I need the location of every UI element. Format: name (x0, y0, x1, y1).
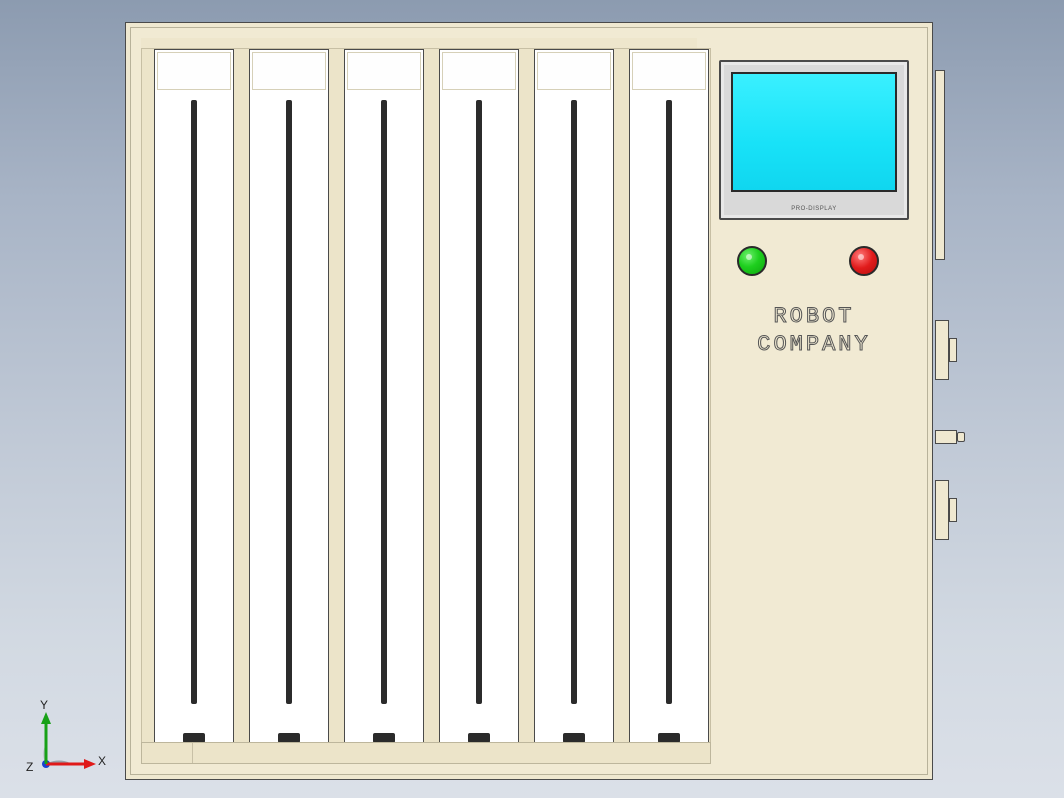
side-knob (935, 430, 957, 444)
side-tab-1 (949, 338, 957, 362)
green-button[interactable] (737, 246, 767, 276)
axis-y-label: Y (40, 698, 48, 712)
slat-top (442, 52, 516, 90)
axis-x-label: X (98, 754, 106, 768)
side-rail (935, 70, 945, 260)
company-label: ROBOT COMPANY (719, 303, 909, 358)
side-bracket-2 (935, 480, 949, 540)
slat-top (632, 52, 706, 90)
screen-display (731, 72, 897, 192)
slat-top (252, 52, 326, 90)
side-bracket-1 (935, 320, 949, 380)
side-tab-2 (949, 498, 957, 522)
slat-gap-bar (571, 100, 577, 704)
cabinet-face: PRO-DISPLAY ROBOT COMPANY (130, 27, 928, 775)
slat-3 (344, 49, 424, 762)
slat-top (347, 52, 421, 90)
cabinet-body: PRO-DISPLAY ROBOT COMPANY (125, 22, 933, 780)
axis-z-label: Z (26, 760, 33, 774)
slat-top (157, 52, 231, 90)
screen-brand-label: PRO-DISPLAY (721, 206, 907, 212)
slat-top (537, 52, 611, 90)
slat-1 (154, 49, 234, 762)
axis-triad[interactable]: X Y Z (26, 700, 116, 780)
company-line-1: ROBOT (719, 303, 909, 331)
slat-gap-bar (381, 100, 387, 704)
slat-4 (439, 49, 519, 762)
axis-triad-icon (26, 700, 116, 780)
bottom-rail-divider (192, 743, 193, 763)
red-button[interactable] (849, 246, 879, 276)
bottom-rail (141, 742, 711, 764)
slat-area (141, 48, 711, 761)
slat-gap-bar (666, 100, 672, 704)
company-line-2: COMPANY (719, 331, 909, 359)
side-knob-cap (957, 432, 965, 442)
slat-gap-bar (191, 100, 197, 704)
cad-viewport[interactable]: PRO-DISPLAY ROBOT COMPANY (0, 0, 1064, 798)
slat-5 (534, 49, 614, 762)
slat-gap-bar (286, 100, 292, 704)
slat-gap-bar (476, 100, 482, 704)
slat-2 (249, 49, 329, 762)
screen-bezel: PRO-DISPLAY (719, 60, 909, 220)
slat-6 (629, 49, 709, 762)
